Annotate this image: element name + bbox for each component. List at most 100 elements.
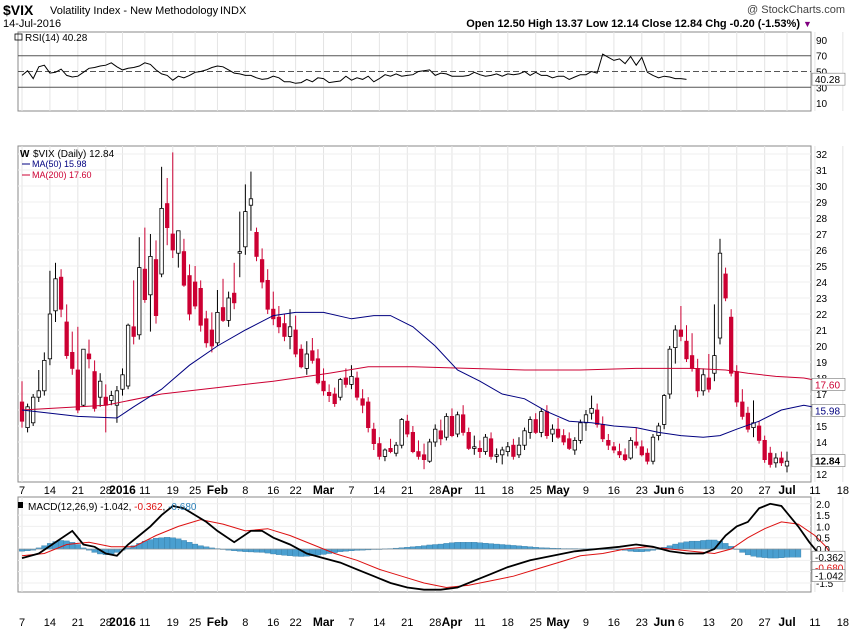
x-tick-label: 19 xyxy=(167,485,179,497)
candle xyxy=(204,310,209,348)
candle-body xyxy=(36,390,41,398)
candle xyxy=(321,368,326,396)
candle-body xyxy=(678,329,684,337)
candle-body xyxy=(114,390,120,406)
candle-body xyxy=(393,444,399,454)
x-tick-label: 21 xyxy=(401,617,413,629)
candle xyxy=(712,304,717,382)
histogram-bar xyxy=(342,548,349,552)
histogram-bar xyxy=(778,548,785,558)
candle xyxy=(343,368,348,388)
candle-body xyxy=(449,415,455,436)
histogram-bar xyxy=(315,548,321,556)
x-tick-label: 7 xyxy=(348,617,354,629)
histogram-bar xyxy=(465,542,472,550)
histogram-bar xyxy=(744,548,751,556)
value-tag-text: 17.60 xyxy=(815,380,840,391)
histogram-bar xyxy=(108,548,115,555)
candle-body xyxy=(477,447,483,452)
histogram-bar xyxy=(175,538,182,550)
candle-body xyxy=(64,321,69,356)
candle xyxy=(572,437,577,455)
value-tag: -1.042 xyxy=(811,569,846,583)
candle-body xyxy=(343,377,348,385)
x-tick-label: 11 xyxy=(139,617,150,629)
histogram-bar xyxy=(739,548,746,553)
x-tick-label: 19 xyxy=(167,617,179,629)
histogram-bar xyxy=(795,548,802,558)
copyright-label: @ StockCharts.com xyxy=(747,4,845,16)
histogram-bar xyxy=(19,548,25,552)
candle-body xyxy=(645,452,650,462)
histogram-bar xyxy=(270,548,277,555)
candle xyxy=(399,418,404,449)
x-tick-label: Jul xyxy=(778,615,795,629)
candle xyxy=(232,262,237,310)
x-tick-label: Jun xyxy=(653,615,674,629)
candle-body xyxy=(745,412,751,430)
candle xyxy=(634,427,639,449)
x-tick-label: 9 xyxy=(583,617,589,629)
candle xyxy=(483,434,488,455)
macd-title-sep1: , xyxy=(129,502,135,513)
candle xyxy=(645,448,650,465)
candle-body xyxy=(237,251,242,254)
value-tag: 17.60 xyxy=(811,378,846,391)
macd-title-sep2: , xyxy=(163,502,169,513)
x-tick-label: 20 xyxy=(731,485,743,497)
candle-body xyxy=(86,353,92,360)
candle-body xyxy=(349,375,354,385)
x-tick-label: 8 xyxy=(242,485,248,497)
symbol-label: $VIX xyxy=(3,2,34,18)
candle xyxy=(639,440,644,457)
candle xyxy=(567,432,572,450)
x-tick-label: Feb xyxy=(207,483,228,497)
x-tick-label: Feb xyxy=(207,615,228,629)
candle-body xyxy=(332,393,337,405)
candle xyxy=(427,438,432,463)
histogram-bar xyxy=(197,545,204,550)
histogram-bar xyxy=(421,545,427,550)
histogram-bar xyxy=(510,545,517,550)
histogram-bar xyxy=(722,543,729,550)
candle-body xyxy=(75,369,80,411)
x-tick-label: 18 xyxy=(502,485,514,497)
candle xyxy=(98,373,103,407)
x-tick-label: 7 xyxy=(19,485,25,497)
candle xyxy=(656,422,661,441)
candle-body xyxy=(70,351,75,369)
candle xyxy=(354,371,360,401)
candle xyxy=(421,443,427,470)
macd-signal-line xyxy=(21,519,838,589)
candle-body xyxy=(109,395,114,401)
candle-body xyxy=(756,425,762,441)
value-tag: -0.362 xyxy=(811,550,846,564)
candle-body xyxy=(768,452,773,465)
candle-body xyxy=(416,451,421,457)
price-y-tick: 14 xyxy=(816,438,828,449)
candle xyxy=(36,370,41,402)
x-tick-label: 16 xyxy=(608,485,620,497)
candle xyxy=(243,184,248,255)
candle xyxy=(405,414,410,438)
histogram-bar xyxy=(236,548,243,552)
candle-body xyxy=(533,419,538,433)
histogram-bar xyxy=(113,548,120,553)
value-tag-box xyxy=(811,569,846,582)
candle xyxy=(617,443,622,458)
candle-body xyxy=(773,457,778,464)
candle xyxy=(287,309,293,350)
rsi-line xyxy=(21,53,687,84)
candle-body xyxy=(600,423,605,440)
price-y-tick: 30 xyxy=(816,182,828,193)
x-tick-label: 18 xyxy=(502,617,514,629)
histogram-bar xyxy=(789,548,796,558)
rsi-y-tick: 10 xyxy=(816,99,828,110)
macd-line xyxy=(21,502,838,591)
candle-body xyxy=(712,355,717,374)
candle xyxy=(488,432,494,460)
x-tick-label: 16 xyxy=(608,617,620,629)
histogram-bar xyxy=(784,548,790,558)
candle xyxy=(706,354,711,393)
